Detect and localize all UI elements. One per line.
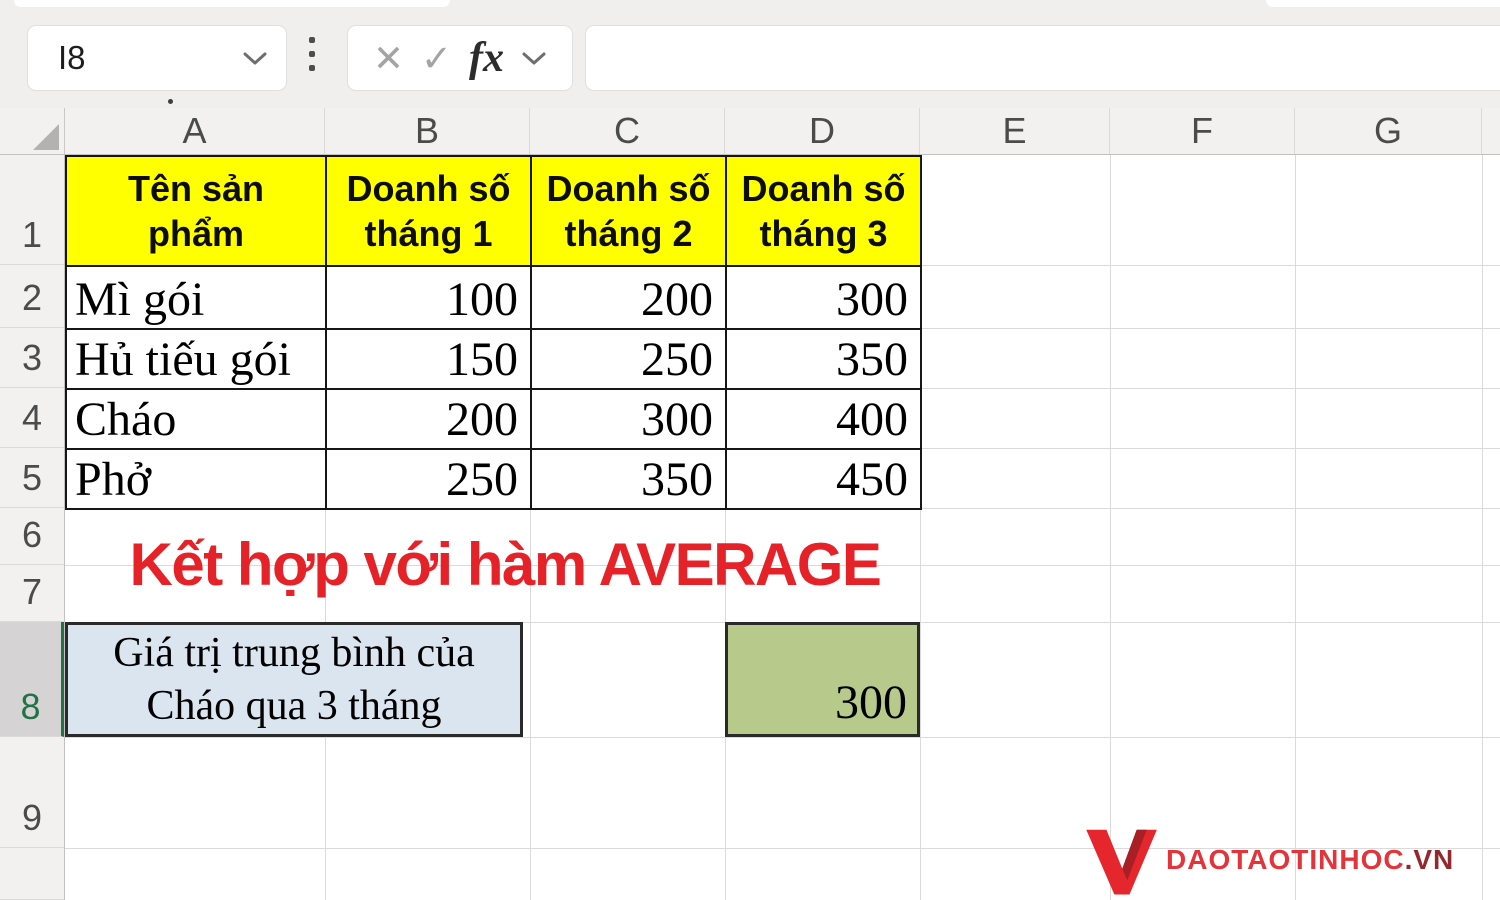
row-header-7[interactable]: 7	[0, 565, 64, 622]
cell-b5[interactable]: 250	[327, 450, 532, 510]
gridline-v	[530, 155, 531, 900]
watermark-v-logo-icon	[1086, 829, 1157, 895]
column-header-a[interactable]: A	[65, 108, 325, 154]
column-header-f[interactable]: F	[1110, 108, 1295, 154]
cell-a3[interactable]: Hủ tiếu gói	[67, 330, 327, 390]
gridline-v	[1482, 155, 1483, 900]
table-header-month-1[interactable]: Doanh số tháng 1	[327, 157, 532, 267]
gridline-h	[65, 565, 1500, 566]
column-header-c[interactable]: C	[530, 108, 725, 154]
cell-c2[interactable]: 200	[532, 267, 727, 330]
gridline-v	[1110, 155, 1111, 900]
cell-b3[interactable]: 150	[327, 330, 532, 390]
column-header-b[interactable]: B	[325, 108, 530, 154]
name-box-value: I8	[58, 39, 86, 76]
row-header-1[interactable]: 1	[0, 155, 64, 265]
gridline-h	[65, 737, 1500, 738]
cell-a2[interactable]: Mì gói	[67, 267, 327, 330]
screenshot-artifact-dot	[168, 99, 173, 104]
row-header-strip: 1 2 3 4 5 6 7 8 9	[0, 155, 65, 900]
name-box-dropdown-icon[interactable]	[242, 51, 268, 66]
fx-dropdown-icon[interactable]	[521, 51, 547, 66]
select-all-triangle-icon	[33, 124, 59, 150]
row-header-4[interactable]: 4	[0, 388, 64, 448]
annotation-title: Kết hợp với hàm AVERAGE	[129, 530, 882, 598]
formula-bar-area: I8 ✕ ✓ fx	[0, 0, 1500, 108]
table-header-month-2[interactable]: Doanh số tháng 2	[532, 157, 727, 267]
row-header-3[interactable]: 3	[0, 328, 64, 388]
column-header-d[interactable]: D	[725, 108, 920, 154]
sales-table: Tên sản phẩm Doanh số tháng 1 Doanh số t…	[65, 155, 922, 510]
formula-buttons-group: ✕ ✓ fx	[347, 25, 573, 91]
cell-b2[interactable]: 100	[327, 267, 532, 330]
watermark-brand: DAOTAOTINHOC	[1166, 844, 1405, 875]
cell-b4[interactable]: 200	[327, 390, 532, 450]
gridline-v	[325, 155, 326, 900]
cell-d5[interactable]: 450	[727, 450, 922, 510]
gridline-v	[725, 155, 726, 900]
column-header-e[interactable]: E	[920, 108, 1110, 154]
grip-dots-icon	[309, 37, 315, 71]
cell-c4[interactable]: 300	[532, 390, 727, 450]
insert-function-icon[interactable]: fx	[468, 35, 504, 81]
gridline-v	[920, 155, 921, 900]
row-header-2[interactable]: 2	[0, 265, 64, 328]
column-header-strip: A B C D E F G	[0, 108, 1500, 155]
enter-icon[interactable]: ✓	[420, 37, 452, 79]
gridline-h	[65, 848, 1500, 849]
result-value-cell[interactable]: 300	[725, 622, 920, 737]
row-header-6[interactable]: 6	[0, 508, 64, 565]
row-header-9[interactable]: 9	[0, 737, 64, 848]
cell-d4[interactable]: 400	[727, 390, 922, 450]
formula-input[interactable]	[585, 25, 1500, 91]
watermark: DAOTAOTINHOC.VN	[1082, 824, 1454, 896]
cell-d3[interactable]: 350	[727, 330, 922, 390]
cell-c5[interactable]: 350	[532, 450, 727, 510]
cell-c3[interactable]: 250	[532, 330, 727, 390]
ribbon-edge-right	[1266, 0, 1500, 7]
table-header-product[interactable]: Tên sản phẩm	[67, 157, 327, 267]
select-all-corner[interactable]	[0, 108, 65, 154]
gridline-v	[1295, 155, 1296, 900]
cell-d2[interactable]: 300	[727, 267, 922, 330]
result-label-cell[interactable]: Giá trị trung bình của Cháo qua 3 tháng	[65, 622, 523, 737]
cell-a4[interactable]: Cháo	[67, 390, 327, 450]
row-header-10-partial[interactable]	[0, 848, 64, 900]
table-header-month-3[interactable]: Doanh số tháng 3	[727, 157, 922, 267]
row-header-5[interactable]: 5	[0, 448, 64, 508]
cancel-icon[interactable]: ✕	[372, 37, 404, 79]
watermark-suffix: .VN	[1404, 844, 1455, 875]
cell-a5[interactable]: Phở	[67, 450, 327, 510]
column-header-g[interactable]: G	[1295, 108, 1482, 154]
row-header-8-active[interactable]: 8	[0, 622, 64, 737]
name-box[interactable]: I8	[27, 25, 287, 91]
ribbon-edge-left	[14, 0, 450, 7]
